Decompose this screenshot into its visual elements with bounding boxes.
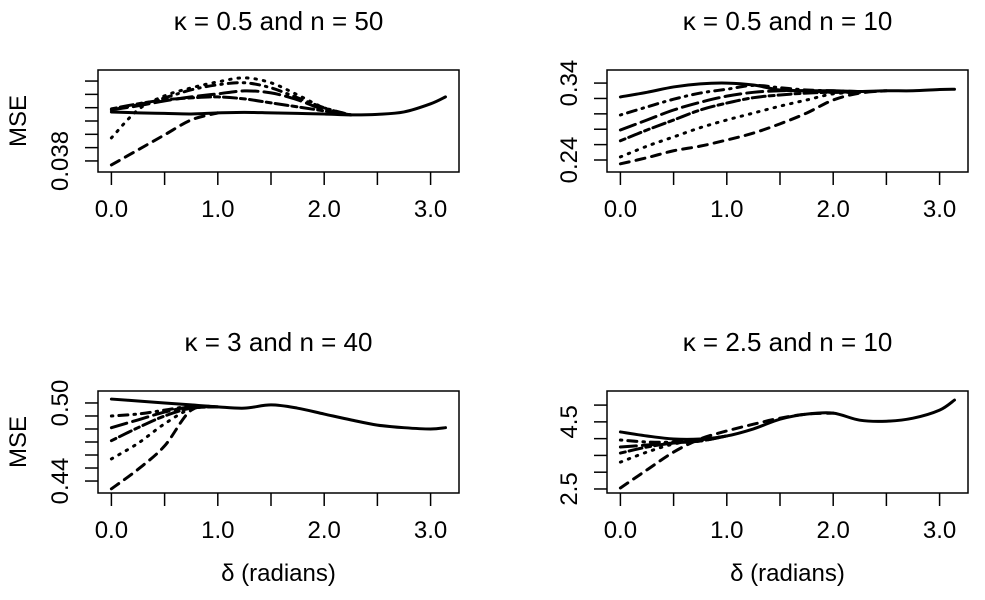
plot-frame [606, 69, 969, 173]
x-axis-label: δ (radians) [221, 560, 336, 587]
x-tick-label: 1.0 [201, 196, 234, 223]
x-tick-label: 2.0 [308, 196, 341, 223]
x-axis-label: δ (radians) [730, 560, 845, 587]
y-tick-label: 0.34 [556, 60, 583, 107]
x-tick-label: 0.0 [604, 517, 637, 544]
x-tick-label: 3.0 [414, 196, 447, 223]
series-line-solid [618, 81, 956, 99]
x-tick-label: 3.0 [923, 517, 956, 544]
panel-2: κ = 0.5 and n = 10 0.0 1.0 2.0 3.0 0.24 0.34 [556, 6, 969, 223]
x-tick-label: 1.0 [201, 517, 234, 544]
x-tick-label: 0.0 [95, 517, 128, 544]
x-tick-label: 2.0 [308, 517, 341, 544]
series-line-dotted [618, 434, 729, 464]
x-tick-label: 1.0 [710, 517, 743, 544]
series-line-solid [109, 397, 447, 431]
series-line-twodash [618, 90, 862, 143]
x-tick-label: 0.0 [95, 196, 128, 223]
x-tick-label: 1.0 [710, 196, 743, 223]
series-line-dashed [618, 89, 888, 166]
series-line-longdash [109, 89, 353, 117]
y-tick-label: 0.50 [47, 380, 74, 427]
series-line-dotted [109, 76, 353, 140]
y-tick-label: 2.5 [556, 472, 583, 505]
y-axis-label: MSE [5, 416, 32, 468]
x-tick-label: 0.0 [604, 196, 637, 223]
y-tick-label: 0.44 [47, 458, 74, 505]
y-tick-label: 0.038 [47, 131, 74, 191]
series-line-dashed [109, 404, 220, 491]
series-line-twodash [109, 95, 353, 117]
y-axis-label: MSE [5, 95, 32, 147]
x-tick-label: 3.0 [923, 196, 956, 223]
panel-3: κ = 3 and n = 40 0.0 1.0 2.0 3.0 0.44 0.50 MSE δ… [5, 327, 460, 587]
panel-title: κ = 0.5 and n = 50 [174, 6, 384, 36]
series-line-dashed [109, 111, 220, 167]
panel-title: κ = 3 and n = 40 [185, 327, 373, 357]
panel-title: κ = 0.5 and n = 10 [683, 6, 893, 36]
plot-frame [606, 390, 969, 494]
y-tick-label: 4.5 [556, 405, 583, 438]
x-tick-label: 2.0 [817, 517, 850, 544]
y-tick-label: 0.24 [556, 137, 583, 184]
panel-4: κ = 2.5 and n = 10 0.0 1.0 2.0 3.0 2.5 4.5 δ (r… [556, 327, 969, 587]
x-tick-label: 2.0 [817, 196, 850, 223]
series-line-solid [109, 95, 447, 117]
x-tick-label: 3.0 [414, 517, 447, 544]
series-line-solid [618, 398, 956, 441]
series-line-dotdash [109, 81, 353, 117]
panel-1: κ = 0.5 and n = 50 0.0 1.0 2.0 3.0 0.038 MSE [5, 6, 460, 223]
series-line-twodash [109, 405, 220, 443]
panel-title: κ = 2.5 and n = 10 [683, 327, 893, 357]
